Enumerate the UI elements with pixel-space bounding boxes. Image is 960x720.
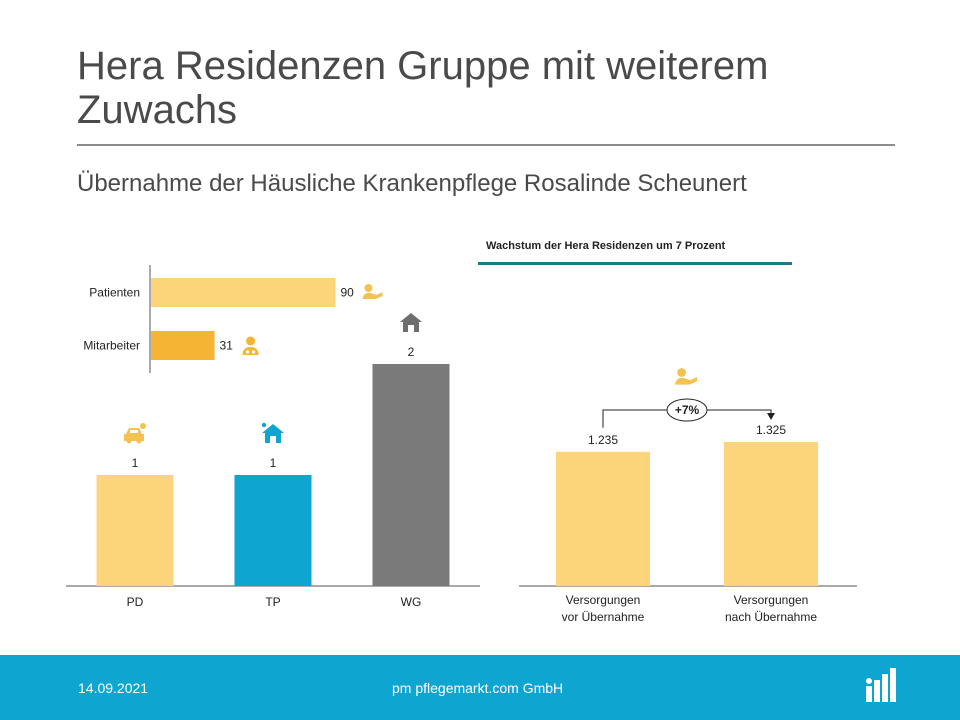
category-label: Mitarbeiter — [83, 339, 140, 353]
value-label: 90 — [341, 286, 355, 300]
category-label: WG — [401, 595, 422, 609]
bar-tp — [234, 475, 312, 586]
category-label: nach Übernahme — [725, 610, 817, 624]
pflegemarkt-logo — [866, 668, 896, 702]
value-label: 1 — [270, 456, 277, 470]
patient-icon — [675, 368, 697, 385]
value-label: 1 — [132, 456, 139, 470]
bar-wg — [372, 364, 450, 586]
category-label: TP — [265, 595, 280, 609]
doctor-icon — [242, 336, 259, 355]
category-label: Patienten — [89, 286, 140, 300]
staff-patients-chart: Patienten 90 Mitarbeiter 31 — [83, 265, 383, 373]
home-care-icon — [261, 422, 284, 443]
footer-date: 14.09.2021 — [78, 680, 149, 696]
value-label: 2 — [408, 345, 415, 359]
car-icon — [124, 423, 146, 444]
category-label: Versorgungen — [734, 593, 809, 607]
bar-growth-1 — [724, 442, 818, 586]
charts-canvas: Patienten 90 Mitarbeiter 31 1 PD 1 TP 2 WG 1.235… — [66, 265, 857, 624]
home-icon — [400, 313, 422, 332]
footer-bar — [0, 655, 960, 720]
title-divider — [77, 144, 895, 146]
value-label: 1.235 — [588, 433, 618, 447]
bar-patienten — [151, 278, 336, 307]
bar-growth-0 — [556, 451, 650, 586]
bar-pd — [96, 475, 174, 586]
patient-icon — [362, 284, 383, 299]
growth-chart: 1.235 Versorgungen vor Übernahme 1.325 Verso… — [519, 368, 857, 624]
growth-chart-title-rule — [478, 262, 792, 265]
bar-mitarbeiter — [151, 331, 215, 360]
footer-company: pm pflegemarkt.com GmbH — [392, 680, 564, 696]
category-label: PD — [127, 595, 144, 609]
slide-title: Hera Residenzen Gruppe mit weiterem Zuwa… — [77, 44, 769, 132]
category-label: vor Übernahme — [562, 610, 645, 624]
growth-badge — [666, 398, 708, 422]
value-label: 31 — [220, 339, 234, 353]
slide-subtitle: Übernahme der Häusliche Krankenpflege Ro… — [77, 170, 747, 197]
growth-chart-title: Wachstum der Hera Residenzen um 7 Prozen… — [486, 240, 726, 252]
category-label: Versorgungen — [566, 593, 641, 607]
growth-annotation: +7% — [675, 403, 700, 417]
value-label: 1.325 — [756, 423, 786, 437]
services-chart: 1 PD 1 TP 2 WG — [66, 313, 480, 609]
growth-arrowhead — [767, 413, 775, 421]
